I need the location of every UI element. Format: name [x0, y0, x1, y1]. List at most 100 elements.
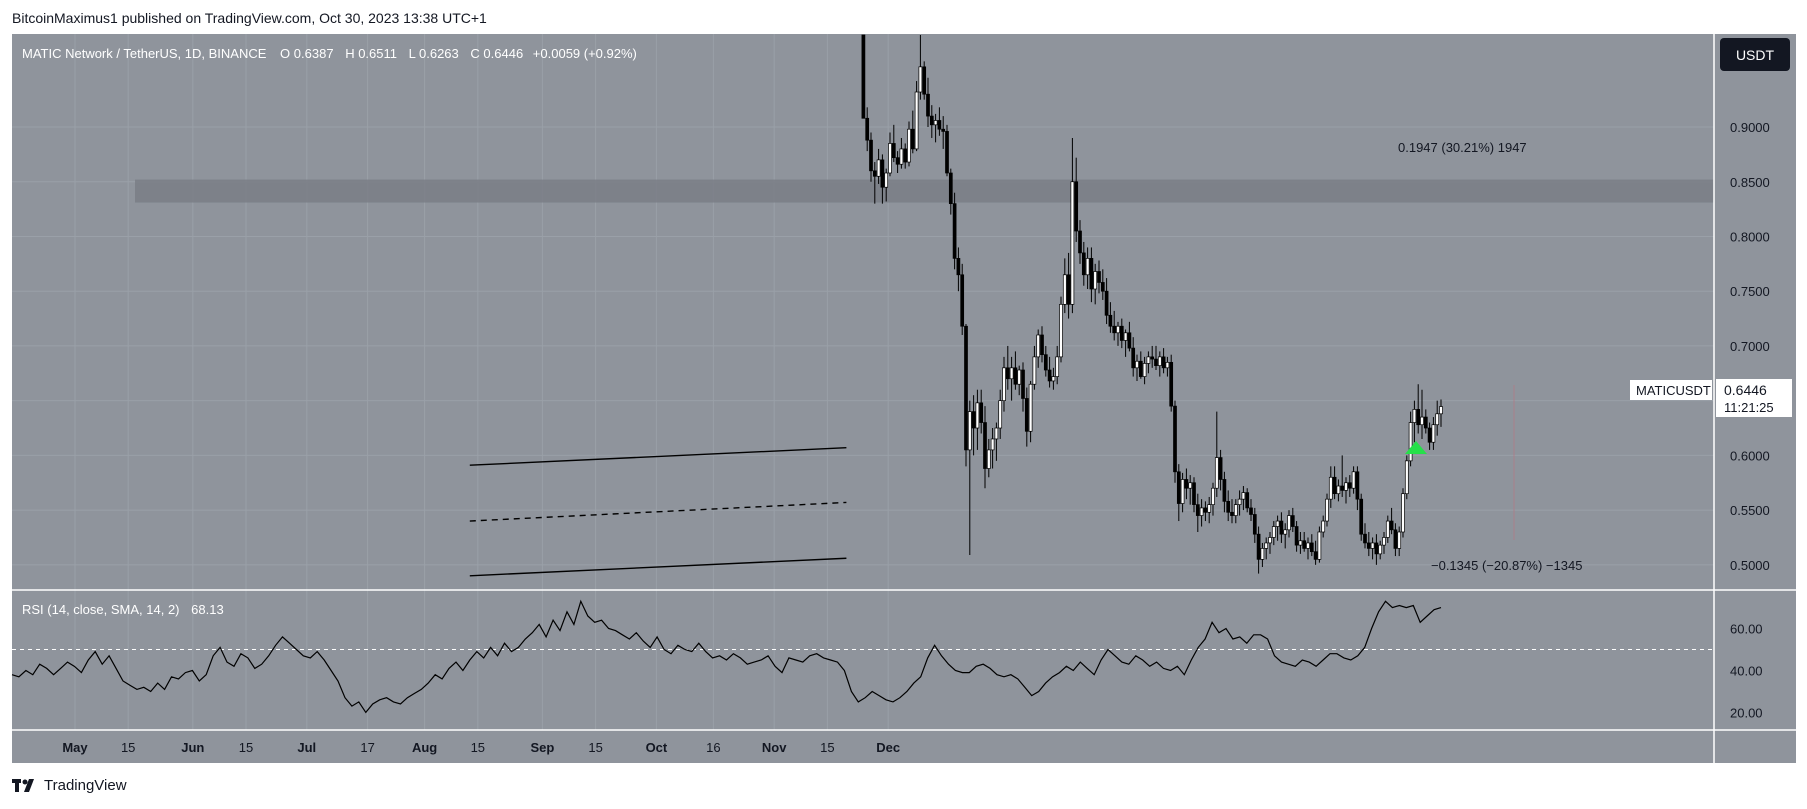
candle: [1275, 515, 1280, 541]
candle-down: [1100, 282, 1105, 292]
candle-down: [1108, 314, 1113, 327]
price-tag[interactable]: MATICUSDT 0.6446 11:21:25: [1630, 379, 1792, 417]
upper-measure-label[interactable]: 0.1947 (30.21%) 1947: [1398, 140, 1527, 155]
candle: [967, 400, 972, 555]
candle-up: [1165, 361, 1170, 369]
candle: [1154, 345, 1158, 371]
candle: [937, 107, 942, 136]
candle-down: [1218, 457, 1223, 480]
candle-up: [1408, 422, 1413, 462]
time-tick-label: May: [62, 740, 88, 755]
candle: [1203, 501, 1208, 522]
candle-down: [1176, 471, 1181, 504]
candle: [1104, 278, 1109, 325]
candle-down: [1309, 542, 1314, 553]
tradingview-logo[interactable]: TradingView: [12, 777, 127, 794]
candle-up: [1036, 334, 1041, 358]
candle-up: [1241, 492, 1246, 500]
candle-down: [1249, 507, 1253, 515]
candle-up: [1420, 416, 1424, 426]
candle-down: [1290, 515, 1295, 527]
candle: [1359, 493, 1364, 541]
channel-upper-line: [469, 447, 847, 466]
resistance-zone-layer: [135, 179, 1714, 203]
candle: [1161, 348, 1166, 374]
candle-down: [1192, 482, 1196, 505]
candle: [979, 389, 984, 434]
candle-down: [948, 172, 953, 204]
candle-up: [1017, 369, 1022, 385]
candle: [872, 162, 877, 204]
candle: [1040, 326, 1044, 363]
candle-up: [1317, 531, 1322, 560]
candle-down: [1161, 356, 1166, 369]
candle-down: [910, 128, 915, 150]
candle-up: [1275, 520, 1280, 527]
candle: [895, 151, 900, 173]
time-axis[interactable]: [12, 730, 1796, 763]
candle-up: [1157, 356, 1162, 366]
candle-up: [1051, 376, 1056, 382]
candle-down: [1024, 398, 1029, 432]
candle-down: [869, 139, 873, 172]
candle: [880, 154, 885, 204]
candle: [1256, 526, 1261, 574]
time-tick-label: Nov: [762, 740, 787, 755]
time-tick-label: Jun: [181, 740, 204, 755]
candle-up: [933, 120, 938, 126]
candle: [1401, 488, 1405, 538]
candle: [1427, 422, 1432, 450]
candle: [1260, 542, 1265, 568]
rsi-layer: [11, 599, 1714, 714]
candle: [1028, 380, 1033, 443]
candle-up: [1211, 487, 1215, 505]
rsi-line: [11, 599, 1442, 714]
candle: [1347, 475, 1352, 497]
price-tag-countdown: 11:21:25: [1724, 400, 1774, 415]
candle: [1085, 247, 1090, 290]
candle-down: [1230, 511, 1234, 516]
candle-down: [1043, 354, 1048, 371]
price-tick-label: 0.7000: [1730, 339, 1770, 354]
candle: [1157, 351, 1162, 377]
candle: [1325, 493, 1329, 527]
candle: [1184, 468, 1189, 500]
lower-measure-label[interactable]: −0.1345 (−20.87%) −1345: [1431, 558, 1582, 573]
candle-down: [1256, 533, 1261, 560]
candle-down: [1138, 360, 1143, 377]
candle: [1146, 351, 1151, 374]
candle: [1420, 389, 1424, 439]
candle-up: [1028, 383, 1033, 432]
rsi-axis[interactable]: [1714, 590, 1796, 730]
candle-down: [1393, 529, 1398, 549]
candle-up: [1233, 504, 1238, 516]
candle: [1283, 523, 1288, 549]
candle-up: [1283, 529, 1288, 535]
candle: [948, 168, 953, 215]
candle-up: [1382, 537, 1386, 546]
up-arrow-icon[interactable]: [1405, 441, 1427, 454]
candle: [983, 406, 987, 489]
legend-close-value: 0.6446: [483, 46, 523, 61]
candle: [1355, 466, 1360, 511]
price-tick-label: 0.7500: [1730, 284, 1770, 299]
currency-badge[interactable]: USDT: [1720, 38, 1790, 71]
time-tick-label: Jul: [297, 740, 316, 755]
rsi-label[interactable]: RSI (14, close, SMA, 14, 2): [22, 602, 180, 617]
publisher-line: BitcoinMaximus1 published on TradingView…: [12, 10, 487, 26]
candle: [888, 132, 892, 177]
candle-down: [1294, 526, 1299, 546]
candle-down: [945, 131, 949, 174]
candle: [876, 148, 881, 184]
candle-down: [1127, 332, 1132, 349]
legend-symbol[interactable]: MATIC Network / TetherUS, 1D, BINANCE: [22, 46, 267, 61]
candle: [1378, 540, 1383, 560]
candle-down: [1150, 356, 1155, 360]
legend-change: +0.0059 (+0.92%): [533, 46, 637, 61]
candle: [1382, 531, 1386, 554]
candle: [1116, 321, 1120, 346]
candle-up: [1146, 356, 1151, 364]
rsi-pane[interactable]: [12, 590, 1714, 730]
price-axis[interactable]: [1714, 34, 1796, 590]
